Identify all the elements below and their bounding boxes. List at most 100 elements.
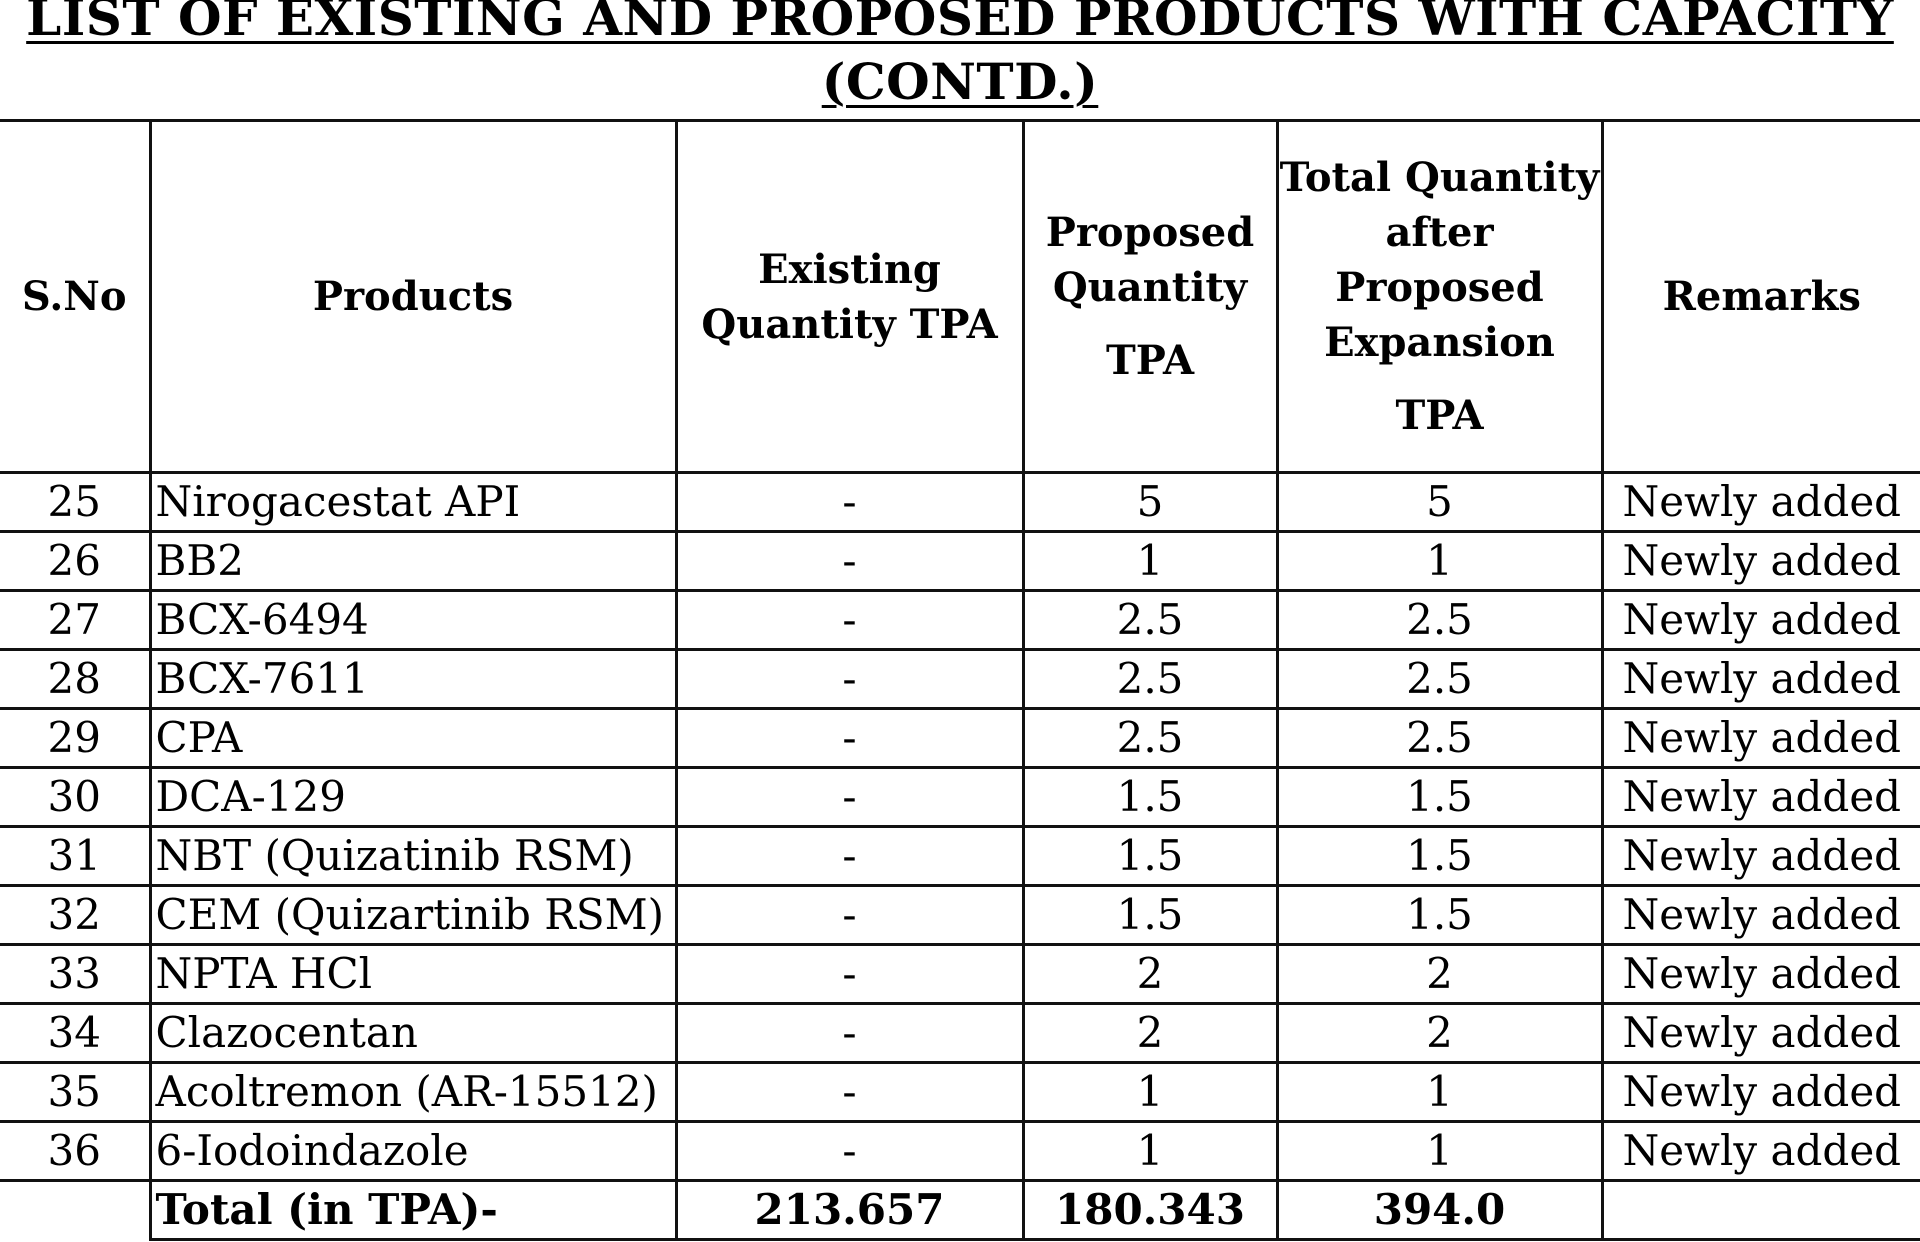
- cell-total: 2.5: [1275, 648, 1604, 710]
- header-row: S.No Products Existing Quantity TPA Prop…: [0, 119, 1920, 474]
- cell-remarks: Newly added: [1600, 884, 1920, 946]
- cell-existing: -: [674, 530, 1025, 592]
- cell-proposed: 1: [1021, 1120, 1279, 1182]
- cell-sno: 25: [0, 471, 152, 533]
- cell-product: NBT (Quizatinib RSM): [148, 825, 678, 887]
- cell-total: 1.5: [1275, 825, 1604, 887]
- cell-existing: -: [674, 1002, 1025, 1064]
- table-row: 27 BCX-6494-2.5 2.5 Newly added: [0, 589, 1920, 651]
- total-label: Total (in TPA)-: [148, 1179, 678, 1241]
- header-sno: S.No: [0, 119, 152, 474]
- cell-existing: -: [674, 825, 1025, 887]
- cell-remarks: Newly added: [1600, 766, 1920, 828]
- cell-sno: 34: [0, 1002, 152, 1064]
- cell-proposed: 2.5: [1021, 648, 1279, 710]
- total-proposed: 180.343: [1021, 1179, 1279, 1241]
- cell-product: Nirogacestat API: [148, 471, 678, 533]
- cell-total: 2.5: [1275, 589, 1604, 651]
- cell-product: BCX-6494: [148, 589, 678, 651]
- cell-proposed: 2.5: [1021, 707, 1279, 769]
- cell-total: 1.5: [1275, 884, 1604, 946]
- header-total: Total Quantity after Proposed Expansion …: [1275, 119, 1604, 474]
- table-row: 34 Clazocentan -2 2 Newly added: [0, 1002, 1920, 1064]
- header-products: Products: [148, 119, 678, 474]
- cell-proposed: 2: [1021, 1002, 1279, 1064]
- cell-existing: -: [674, 707, 1025, 769]
- cell-product: Clazocentan: [148, 1002, 678, 1064]
- cell-sno: 35: [0, 1061, 152, 1123]
- cell-remarks: Newly added: [1600, 471, 1920, 533]
- cell-sno: 28: [0, 648, 152, 710]
- cell-proposed: 1.5: [1021, 884, 1279, 946]
- cell-existing: -: [674, 766, 1025, 828]
- table-row: 25 Nirogacestat API -5 5 Newly added: [0, 471, 1920, 533]
- table-row: 32 CEM (Quizartinib RSM) -1.5 1.5 Newly adde…: [0, 884, 1920, 946]
- cell-sno: 29: [0, 707, 152, 769]
- cell-sno: 32: [0, 884, 152, 946]
- cell-remarks: Newly added: [1600, 707, 1920, 769]
- cell-proposed: 2.5: [1021, 589, 1279, 651]
- cell-existing: -: [674, 471, 1025, 533]
- title-line-1: LIST OF EXISTING AND PROPOSED PRODUCTS W…: [26, 0, 1894, 47]
- cell-proposed: 1: [1021, 1061, 1279, 1123]
- cell-product: BCX-7611: [148, 648, 678, 710]
- table-row: 29 CPA -2.5 2.5 Newly added: [0, 707, 1920, 769]
- products-table: S.No Products Existing Quantity TPA Prop…: [0, 119, 1920, 1241]
- table-row: 28 BCX-7611-2.5 2.5 Newly added: [0, 648, 1920, 710]
- cell-proposed: 5: [1021, 471, 1279, 533]
- header-proposed-label: Proposed Quantity: [1045, 209, 1255, 311]
- cell-existing: -: [674, 648, 1025, 710]
- cell-total: 1.5: [1275, 766, 1604, 828]
- cell-remarks: Newly added: [1600, 943, 1920, 1005]
- cell-proposed: 2: [1021, 943, 1279, 1005]
- cell-total: 2: [1275, 1002, 1604, 1064]
- header-total-unit: TPA: [1395, 392, 1484, 439]
- cell-proposed: 1.5: [1021, 825, 1279, 887]
- header-proposed-unit: TPA: [1106, 337, 1194, 384]
- cell-remarks: Newly added: [1600, 648, 1920, 710]
- cell-product: DCA-129: [148, 766, 678, 828]
- table-row: 35 Acoltremon (AR-15512) -1 1 Newly added: [0, 1061, 1920, 1123]
- cell-sno: 33: [0, 943, 152, 1005]
- cell-remarks: Newly added: [1600, 1002, 1920, 1064]
- cell-total: 1: [1275, 1061, 1604, 1123]
- cell-sno: 27: [0, 589, 152, 651]
- cell-total: 1: [1275, 1120, 1604, 1182]
- header-existing: Existing Quantity TPA: [674, 119, 1025, 474]
- cell-existing: -: [674, 589, 1025, 651]
- table-row: 30 DCA-129-1.5 1.5 Newly added: [0, 766, 1920, 828]
- cell-sno: 31: [0, 825, 152, 887]
- total-sno-cell: [0, 1179, 152, 1240]
- cell-remarks: Newly added: [1600, 589, 1920, 651]
- cell-existing: -: [674, 884, 1025, 946]
- cell-product: BB2: [148, 530, 678, 592]
- table-row: 31 NBT (Quizatinib RSM) -1.5 1.5 Newly added: [0, 825, 1920, 887]
- cell-product: Acoltremon (AR-15512): [148, 1061, 678, 1123]
- cell-existing: -: [674, 1120, 1025, 1182]
- document-title: LIST OF EXISTING AND PROPOSED PRODUCTS W…: [0, 0, 1920, 114]
- cell-proposed: 1: [1021, 530, 1279, 592]
- cell-sno: 36: [0, 1120, 152, 1182]
- total-row: Total (in TPA)- 213.657 180.343 394.0: [0, 1179, 1920, 1241]
- cell-existing: -: [674, 943, 1025, 1005]
- total-remarks: [1600, 1179, 1920, 1241]
- cell-existing: -: [674, 1061, 1025, 1123]
- title-line-2: (CONTD.): [821, 52, 1099, 111]
- cell-total: 5: [1275, 471, 1604, 533]
- cell-total: 1: [1275, 530, 1604, 592]
- cell-remarks: Newly added: [1600, 825, 1920, 887]
- cell-total: 2: [1275, 943, 1604, 1005]
- header-remarks: Remarks: [1600, 119, 1920, 474]
- cell-proposed: 1.5: [1021, 766, 1279, 828]
- cell-sno: 26: [0, 530, 152, 592]
- cell-remarks: Newly added: [1600, 530, 1920, 592]
- total-existing: 213.657: [674, 1179, 1025, 1241]
- header-total-label: Total Quantity after Proposed Expansion: [1279, 154, 1600, 366]
- cell-product: CPA: [148, 707, 678, 769]
- cell-remarks: Newly added: [1600, 1061, 1920, 1123]
- table-row: 33 NPTA HCl -2 2 Newly added: [0, 943, 1920, 1005]
- cell-sno: 30: [0, 766, 152, 828]
- cell-remarks: Newly added: [1600, 1120, 1920, 1182]
- cell-product: 6-Iodoindazole: [148, 1120, 678, 1182]
